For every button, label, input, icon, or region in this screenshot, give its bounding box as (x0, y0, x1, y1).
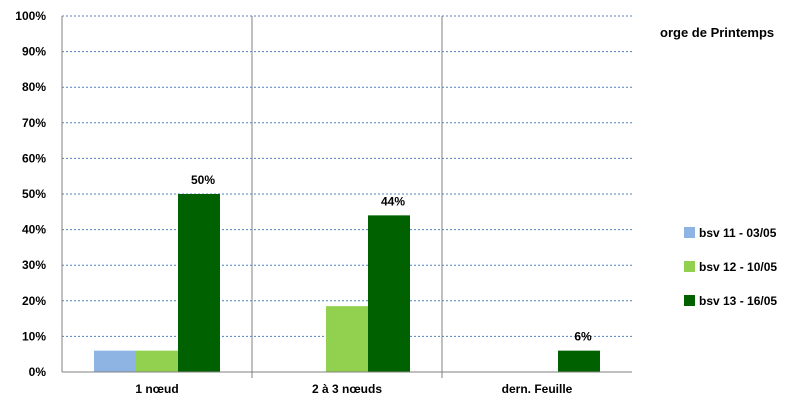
y-tick-label: 60% (22, 151, 46, 165)
bar (558, 350, 600, 372)
legend-label: bsv 13 - 16/05 (699, 294, 777, 308)
bar (94, 350, 136, 372)
bar (368, 215, 410, 372)
legend-label: bsv 12 - 10/05 (699, 260, 777, 274)
legend: bsv 11 - 03/05 bsv 12 - 10/05 bsv 13 - 16/… (684, 226, 777, 308)
x-axis-categories: 1 nœud 2 à 3 nœuds dern. Feuille (135, 382, 572, 396)
y-tick-label: 40% (22, 223, 46, 237)
bars (94, 194, 600, 372)
y-tick-label: 90% (22, 45, 46, 59)
y-tick-label: 0% (29, 365, 47, 379)
bar (178, 194, 220, 372)
chart-side-title: orge de Printemps (660, 25, 774, 40)
y-tick-label: 50% (22, 187, 46, 201)
data-label: 44% (381, 194, 405, 208)
data-labels: 50% 44% 6% (191, 173, 592, 344)
x-category-label: 2 à 3 nœuds (312, 382, 382, 396)
bar (326, 306, 368, 372)
x-category-label: dern. Feuille (502, 382, 573, 396)
y-tick-label: 10% (22, 329, 46, 343)
gridlines (62, 15, 632, 337)
y-tick-label: 100% (15, 9, 46, 23)
y-tick-label: 30% (22, 258, 46, 272)
y-tick-label: 20% (22, 294, 46, 308)
x-category-label: 1 nœud (135, 382, 178, 396)
legend-swatch (684, 227, 695, 238)
legend-swatch (684, 295, 695, 306)
y-axis-ticks: 0% 10% 20% 30% 40% 50% 60% 70% 80% 90% 100% (15, 9, 46, 379)
y-tick-label: 70% (22, 116, 46, 130)
legend-swatch (684, 261, 695, 272)
y-tick-label: 80% (22, 80, 46, 94)
bar (136, 350, 178, 372)
data-label: 50% (191, 173, 215, 187)
legend-label: bsv 11 - 03/05 (699, 226, 777, 240)
category-separators (251, 16, 443, 378)
data-label: 6% (574, 330, 592, 344)
